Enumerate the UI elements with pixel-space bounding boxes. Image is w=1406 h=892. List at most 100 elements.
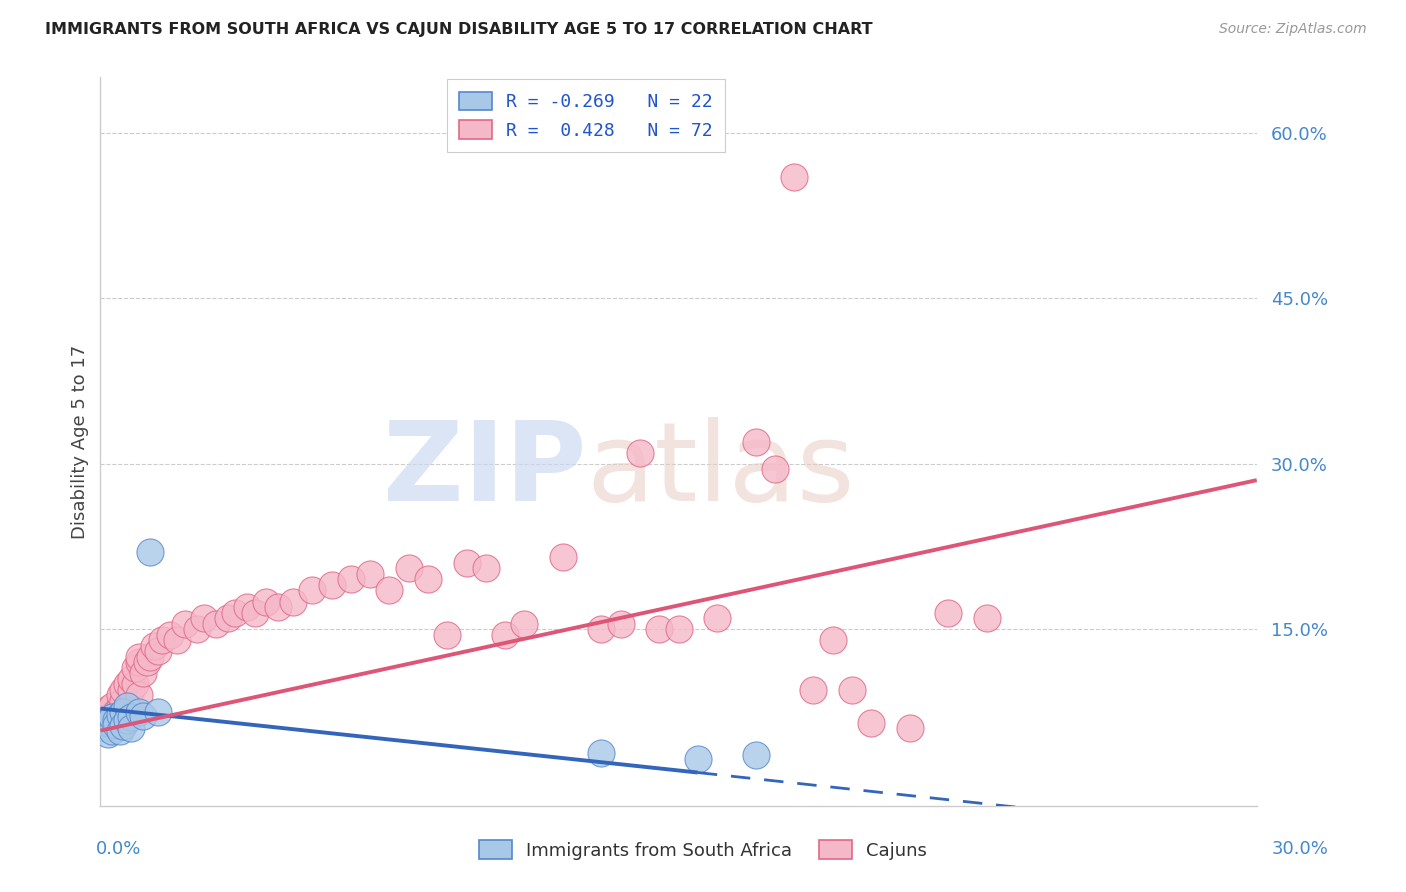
Point [166,633,188,648]
Point [112,719,135,733]
Point [104,705,127,719]
Point [513,616,536,631]
Point [139,545,162,559]
Point [254,594,277,608]
Point [186,622,208,636]
Point [117,699,139,714]
Point [609,616,631,631]
Legend: Immigrants from South Africa, Cajuns: Immigrants from South Africa, Cajuns [472,833,934,867]
Point [101,710,124,724]
Point [146,705,169,719]
Point [668,622,690,636]
Legend: R = -0.269   N = 22, R =  0.428   N = 72: R = -0.269 N = 22, R = 0.428 N = 72 [447,79,725,153]
Point [117,701,139,715]
Point [648,622,671,636]
Text: 0.0%: 0.0% [96,840,141,858]
Point [783,169,806,184]
Text: Source: ZipAtlas.com: Source: ZipAtlas.com [1219,22,1367,37]
Point [128,649,150,664]
Point [112,682,135,697]
Point [321,578,343,592]
Point [101,708,124,723]
Point [120,682,142,697]
Point [97,727,120,741]
Point [976,611,998,625]
Point [159,627,181,641]
Text: 30.0%: 30.0% [1272,840,1329,858]
Point [378,583,401,598]
Point [108,708,131,723]
Point [150,633,173,648]
Point [108,715,131,730]
Point [763,462,786,476]
Text: ZIP: ZIP [382,417,586,524]
Point [112,710,135,724]
Point [236,600,259,615]
Point [108,688,131,702]
Point [124,677,146,691]
Point [93,715,115,730]
Point [132,709,155,723]
Point [117,713,139,727]
Point [398,561,420,575]
Text: atlas: atlas [586,417,855,524]
Point [117,677,139,691]
Point [938,606,960,620]
Point [120,710,142,724]
Point [139,649,162,664]
Point [143,639,166,653]
Point [224,606,246,620]
Point [628,445,651,459]
Point [591,622,613,636]
Point [494,627,516,641]
Point [104,713,127,727]
Point [243,606,266,620]
Point [744,434,766,449]
Point [101,722,124,736]
Point [128,655,150,669]
Point [97,701,120,715]
Point [93,722,115,736]
Point [217,611,239,625]
Point [112,705,135,719]
Point [301,583,323,598]
Point [174,616,197,631]
Point [266,600,288,615]
Point [551,550,574,565]
Point [436,627,458,641]
Point [93,705,115,719]
Point [101,723,124,738]
Point [340,573,363,587]
Point [205,616,228,631]
Point [898,722,921,736]
Point [803,682,825,697]
Point [744,747,766,762]
Point [146,644,169,658]
Point [475,561,498,575]
Point [104,719,127,733]
Point [97,713,120,727]
Point [112,694,135,708]
Point [821,633,844,648]
Point [108,699,131,714]
Point [108,723,131,738]
Point [97,715,120,730]
Point [120,722,142,736]
Text: IMMIGRANTS FROM SOUTH AFRICA VS CAJUN DISABILITY AGE 5 TO 17 CORRELATION CHART: IMMIGRANTS FROM SOUTH AFRICA VS CAJUN DI… [45,22,873,37]
Point [860,715,883,730]
Point [456,556,478,570]
Point [132,666,155,681]
Point [128,688,150,702]
Point [841,682,863,697]
Point [359,566,381,581]
Y-axis label: Disability Age 5 to 17: Disability Age 5 to 17 [72,344,89,539]
Point [135,655,157,669]
Point [104,718,127,732]
Point [120,672,142,686]
Point [281,594,304,608]
Point [101,699,124,714]
Point [686,752,709,766]
Point [124,661,146,675]
Point [416,573,439,587]
Point [193,611,215,625]
